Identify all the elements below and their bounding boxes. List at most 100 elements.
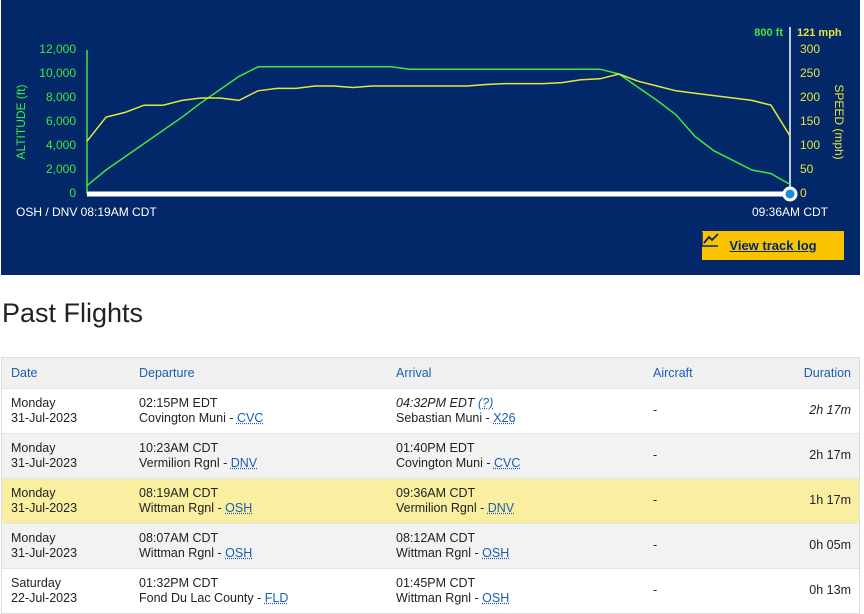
departure-time: 08:07AM CDT: [139, 531, 219, 545]
arrival-airport: Vermilion RgnlDNV: [396, 501, 514, 516]
column-sort-link[interactable]: Date: [11, 366, 38, 380]
aircraft: -: [653, 538, 658, 552]
arrival-time: 09:36AM CDT: [396, 486, 476, 500]
arrival-airport: Wittman RgnlOSH: [396, 591, 509, 606]
track-panel: 0 2,000 4,000 6,000 8,000 10,000 12,000 0 50 100 1…: [1, 0, 860, 275]
airport-name: Covington Muni: [139, 411, 237, 425]
header-cell: Date: [11, 366, 37, 381]
y2-tick-label: 300: [800, 42, 820, 56]
departure-time: 08:19AM CDT: [139, 486, 219, 500]
aircraft: -: [653, 448, 658, 462]
departure-time: 01:32PM CDT: [139, 576, 219, 590]
date-cell: Monday 31-Jul-2023: [11, 531, 77, 561]
arrival-time-line: 01:40PM EDT: [396, 441, 520, 456]
arrival-time-line: 08:12AM CDT: [396, 531, 509, 546]
airport-name: Vermilion Rgnl: [396, 501, 488, 515]
column-sort-link[interactable]: Aircraft: [653, 366, 693, 380]
view-track-log-button[interactable]: View track log: [701, 231, 844, 260]
airport-name: Wittman Rgnl: [396, 546, 482, 560]
button-label[interactable]: View track log: [729, 238, 817, 253]
airport-name: Wittman Rgnl: [396, 591, 482, 605]
date: 22-Jul-2023: [11, 591, 78, 605]
date: 31-Jul-2023: [11, 456, 78, 470]
airport-code-link[interactable]: CVC: [493, 456, 521, 470]
y2-tick-label: 200: [800, 90, 820, 104]
airport-code-link[interactable]: OSH: [225, 546, 253, 560]
day: Monday: [11, 396, 56, 410]
y-tick-label: 0: [69, 186, 76, 200]
y2-axis-title: SPEED (mph): [832, 84, 846, 159]
chart-icon: [701, 232, 719, 247]
header-cell: Arrival: [396, 366, 431, 381]
airport-code-link[interactable]: DNV: [230, 456, 258, 470]
airport-name: Wittman Rgnl: [139, 501, 225, 515]
header-cell: Duration: [804, 366, 851, 381]
departure-time: 02:15PM EDT: [139, 396, 218, 410]
chart: 0 2,000 4,000 6,000 8,000 10,000 12,000 0 50 100 1…: [14, 27, 846, 219]
aircraft: -: [653, 493, 658, 507]
y2-tick-label: 100: [800, 138, 820, 152]
airport-code-link[interactable]: OSH: [482, 546, 510, 560]
date-cell: Monday 31-Jul-2023: [11, 396, 77, 426]
header-cell: Departure: [139, 366, 195, 381]
y-tick-label: 12,000: [39, 42, 76, 56]
column-sort-link[interactable]: Duration: [803, 366, 851, 380]
y2-tick-label: 0: [800, 186, 807, 200]
airport-code-link[interactable]: DNV: [487, 501, 515, 515]
series-line: [86, 66, 791, 187]
arrival-airport: Wittman RgnlOSH: [396, 546, 509, 561]
day: Monday: [11, 531, 56, 545]
date-cell: Saturday 22-Jul-2023: [11, 576, 77, 606]
section-heading: Past Flights: [2, 298, 144, 328]
estimate-note-link[interactable]: (?): [478, 396, 494, 410]
duration: 2h 17m: [809, 448, 851, 462]
date: 31-Jul-2023: [11, 501, 78, 515]
airport-code-link[interactable]: OSH: [482, 591, 510, 605]
arrival-cell: 04:32PM EDT (?)Sebastian MuniX26: [396, 396, 516, 426]
departure-airport: Fond Du Lac CountyFLD: [139, 591, 288, 606]
series-line: [86, 73, 791, 142]
y-tick-label: 8,000: [46, 90, 76, 104]
speed-readout: 121 mph: [797, 27, 842, 39]
start-label: OSH / DNV 08:19AM CDT: [16, 205, 157, 219]
y-tick-label: 10,000: [39, 66, 76, 80]
departure-airport: Covington MuniCVC: [139, 411, 263, 426]
y-tick-label: 4,000: [46, 138, 76, 152]
day: Monday: [11, 486, 56, 500]
duration: 0h 13m: [809, 583, 851, 597]
aircraft: -: [653, 583, 658, 597]
duration: 1h 17m: [809, 493, 851, 507]
flight-row: Monday 31-Jul-2023 02:15PM EDT Covington Mu…: [2, 388, 859, 433]
y2-tick-label: 50: [800, 162, 814, 176]
column-sort-link[interactable]: Arrival: [396, 366, 432, 380]
altitude-readout: 800 ft: [754, 27, 783, 39]
airport-code-link[interactable]: X26: [493, 411, 516, 425]
departure-airport: Vermilion RgnlDNV: [139, 456, 257, 471]
airport-code-link[interactable]: FLD: [264, 591, 289, 605]
flight-row: Monday 31-Jul-2023 08:19AM CDT Wittman Rgnl…: [2, 478, 859, 523]
y2-tick-label: 150: [800, 114, 820, 128]
flights-table: Date Departure Arrival Aircraft Duration Mond…: [1, 357, 860, 614]
y-tick-label: 2,000: [46, 162, 76, 176]
y-axis-title: ALTITUDE (ft): [14, 84, 28, 159]
date-cell: Monday 31-Jul-2023: [11, 486, 77, 516]
date-cell: Monday 31-Jul-2023: [11, 441, 77, 471]
departure-airport: Wittman RgnlOSH: [139, 546, 252, 561]
airport-name: Covington Muni: [396, 456, 494, 470]
day: Saturday: [11, 576, 62, 590]
airport-name: Wittman Rgnl: [139, 546, 225, 560]
airport-code-link[interactable]: CVC: [236, 411, 264, 425]
arrival-time: 04:32PM EDT: [396, 396, 475, 410]
arrival-time-line: 04:32PM EDT (?): [396, 396, 516, 411]
flight-row: Saturday 22-Jul-2023 01:32PM CDT Fond Du La…: [2, 568, 859, 613]
airport-code-link[interactable]: OSH: [225, 501, 253, 515]
flight-row: Monday 31-Jul-2023 10:23AM CDT Vermilion Rg…: [2, 433, 859, 478]
column-sort-link[interactable]: Departure: [139, 366, 195, 380]
